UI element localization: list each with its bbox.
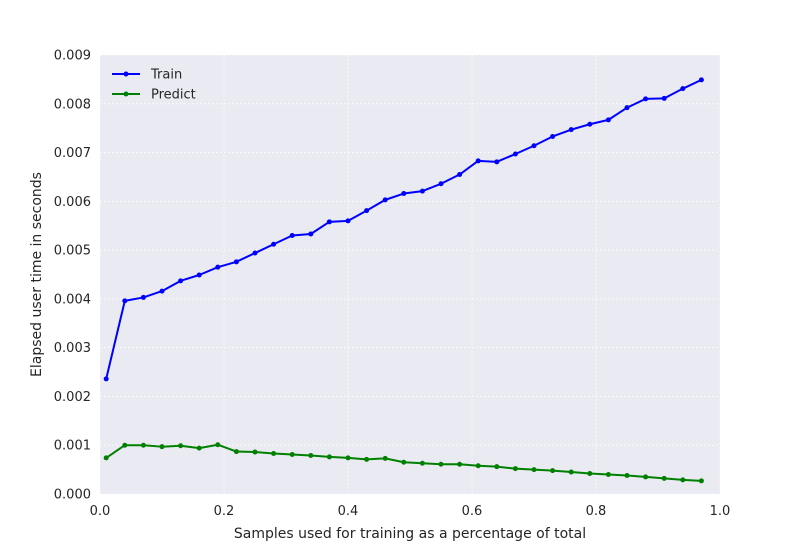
data-point-train <box>494 159 500 165</box>
legend-marker-predict <box>123 91 129 97</box>
data-point-predict <box>326 454 332 460</box>
data-point-predict <box>475 463 481 469</box>
data-point-predict <box>178 443 184 449</box>
data-point-predict <box>345 455 351 461</box>
data-point-predict <box>382 455 388 461</box>
data-point-predict <box>289 451 295 457</box>
data-point-train <box>159 288 165 294</box>
data-point-train <box>252 250 258 256</box>
legend: Train Predict <box>112 68 196 103</box>
data-point-predict <box>568 469 574 475</box>
data-point-predict <box>196 445 202 451</box>
data-point-train <box>438 181 444 187</box>
data-point-predict <box>512 466 518 472</box>
data-point-train <box>550 133 556 139</box>
data-point-predict <box>215 442 221 448</box>
y-tick-label: 0.006 <box>54 195 91 210</box>
data-point-train <box>643 96 649 102</box>
data-point-predict <box>103 455 109 461</box>
y-tick-label: 0.007 <box>54 146 91 161</box>
data-point-predict <box>643 474 649 480</box>
data-point-train <box>178 278 184 284</box>
data-point-predict <box>587 471 593 477</box>
y-tick-label: 0.001 <box>54 439 91 454</box>
x-tick-label: 0.8 <box>586 504 607 519</box>
y-tick-label: 0.004 <box>54 292 91 307</box>
x-tick-label: 1.0 <box>710 504 731 519</box>
data-point-train <box>289 232 295 238</box>
data-point-train <box>698 77 704 83</box>
series-layer <box>103 77 704 484</box>
data-point-predict <box>605 471 611 477</box>
data-point-predict <box>457 461 463 467</box>
data-point-predict <box>661 475 667 481</box>
data-point-train <box>308 231 314 237</box>
data-point-train <box>345 218 351 224</box>
data-point-train <box>196 272 202 278</box>
grid <box>99 54 721 495</box>
x-tick-label: 0.2 <box>214 504 235 519</box>
tick-labels: 0.0 0.2 0.4 0.6 0.8 1.0 0.000 0.001 0.002 0.003 0.… <box>54 49 731 520</box>
data-point-predict <box>531 467 537 473</box>
data-point-predict <box>438 461 444 467</box>
data-point-train <box>271 241 277 247</box>
data-point-predict <box>271 451 277 457</box>
data-point-train <box>531 143 537 149</box>
data-point-predict <box>419 460 425 466</box>
data-point-train <box>401 191 407 197</box>
data-point-train <box>512 151 518 157</box>
data-point-train <box>103 376 109 382</box>
data-point-train <box>605 117 611 123</box>
data-point-predict <box>401 459 407 465</box>
legend-marker-train <box>123 71 129 77</box>
data-point-train <box>457 172 463 178</box>
x-tick-label: 0.0 <box>90 504 111 519</box>
data-point-predict <box>364 456 370 462</box>
data-point-train <box>140 294 146 300</box>
x-axis-label: Samples used for training as a percentag… <box>234 526 586 542</box>
y-tick-label: 0.009 <box>54 49 91 64</box>
data-point-train <box>624 105 630 111</box>
y-tick-label: 0.005 <box>54 244 91 259</box>
x-tick-label: 0.6 <box>462 504 483 519</box>
data-point-train <box>587 121 593 127</box>
data-point-train <box>568 127 574 133</box>
plot-background <box>100 55 720 494</box>
data-point-train <box>326 219 332 225</box>
y-tick-label: 0.002 <box>54 390 91 405</box>
data-point-train <box>233 259 239 265</box>
data-point-predict <box>159 444 165 450</box>
legend-label-train: Train <box>150 68 182 83</box>
data-point-predict <box>550 468 556 474</box>
y-tick-label: 0.003 <box>54 341 91 356</box>
x-tick-label: 0.4 <box>338 504 359 519</box>
data-point-train <box>215 264 221 270</box>
data-point-train <box>122 298 128 304</box>
data-point-predict <box>252 449 258 455</box>
data-point-train <box>661 95 667 101</box>
data-point-train <box>382 197 388 203</box>
data-point-train <box>475 158 481 164</box>
data-point-predict <box>698 478 704 484</box>
data-point-train <box>364 208 370 214</box>
data-point-predict <box>122 442 128 448</box>
data-point-predict <box>624 472 630 478</box>
data-point-predict <box>308 452 314 458</box>
y-tick-label: 0.000 <box>54 488 91 503</box>
data-point-predict <box>494 464 500 470</box>
data-point-train <box>419 188 425 194</box>
legend-label-predict: Predict <box>151 88 196 103</box>
data-point-predict <box>140 442 146 448</box>
data-point-train <box>680 86 686 92</box>
y-axis-label: Elapsed user time in seconds <box>29 172 45 377</box>
data-point-predict <box>680 477 686 483</box>
data-point-predict <box>233 449 239 455</box>
y-tick-label: 0.008 <box>54 97 91 112</box>
